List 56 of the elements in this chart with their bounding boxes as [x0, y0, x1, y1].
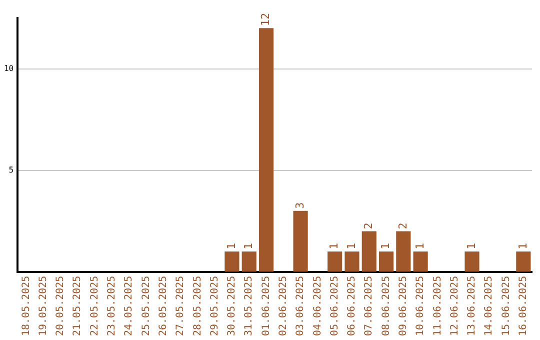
bar [516, 251, 531, 272]
x-tick-label: 10.06.2025 [415, 276, 426, 336]
x-tick-label: 28.05.2025 [192, 276, 204, 336]
x-tick-label: 12.06.2025 [449, 276, 460, 336]
data-label: 1 [464, 242, 478, 250]
x-tick-label: 15.06.2025 [500, 276, 512, 336]
data-label: 1 [516, 242, 530, 250]
x-tick-label: 26.05.2025 [158, 276, 169, 336]
x-tick-label: 30.05.2025 [226, 276, 238, 336]
x-tick-label: 24.05.2025 [124, 276, 135, 336]
bar [344, 251, 360, 272]
x-tick-label: 29.05.2025 [209, 276, 220, 336]
x-tick-label: 27.05.2025 [175, 276, 186, 336]
x-tick-label: 08.06.2025 [380, 276, 392, 336]
bar [258, 28, 274, 272]
x-tick-label: 14.06.2025 [484, 276, 495, 336]
x-tick-label: 04.06.2025 [312, 276, 324, 336]
y-tick-label: 5 [8, 165, 14, 174]
x-tick-label: 09.06.2025 [398, 276, 409, 336]
bar [464, 251, 480, 272]
bar [224, 251, 240, 272]
x-tick-label: 03.06.2025 [295, 276, 306, 336]
x-tick-label: 02.06.2025 [278, 276, 289, 336]
x-tick-label: 05.06.2025 [329, 276, 340, 336]
data-label: 1 [328, 242, 341, 250]
bar [242, 251, 256, 272]
data-label: 1 [224, 242, 238, 250]
bar [396, 231, 411, 272]
x-tick-label: 23.05.2025 [106, 276, 118, 336]
data-label: 1 [242, 242, 255, 250]
data-label: 1 [379, 242, 392, 250]
bar [362, 231, 376, 272]
x-tick-label: 21.05.2025 [72, 276, 84, 336]
x-tick-label: 11.06.2025 [432, 276, 444, 336]
x-tick-label: 16.06.2025 [518, 276, 530, 336]
y-tick-label: 10 [4, 64, 14, 73]
data-label: 1 [344, 242, 358, 250]
bar [413, 251, 428, 272]
bar [328, 251, 342, 272]
data-label: 2 [362, 222, 375, 230]
x-tick-label: 25.05.2025 [140, 276, 152, 336]
bar [293, 210, 308, 272]
x-tick-label: 31.05.2025 [244, 276, 255, 336]
x-tick-label: 22.05.2025 [89, 276, 100, 336]
x-tick-label: 19.05.2025 [38, 276, 49, 336]
data-label: 12 [259, 12, 272, 26]
x-tick-label: 13.06.2025 [466, 276, 478, 336]
x-tick-label: 18.05.2025 [20, 276, 32, 336]
x-tick-label: 06.06.2025 [346, 276, 358, 336]
x-tick-label: 01.06.2025 [260, 276, 272, 336]
x-tick-label: 07.06.2025 [364, 276, 375, 336]
bar [378, 251, 394, 272]
data-label: 2 [396, 222, 410, 230]
x-tick-label: 20.05.2025 [55, 276, 66, 336]
data-label: 1 [413, 242, 426, 250]
data-label: 3 [293, 202, 306, 209]
